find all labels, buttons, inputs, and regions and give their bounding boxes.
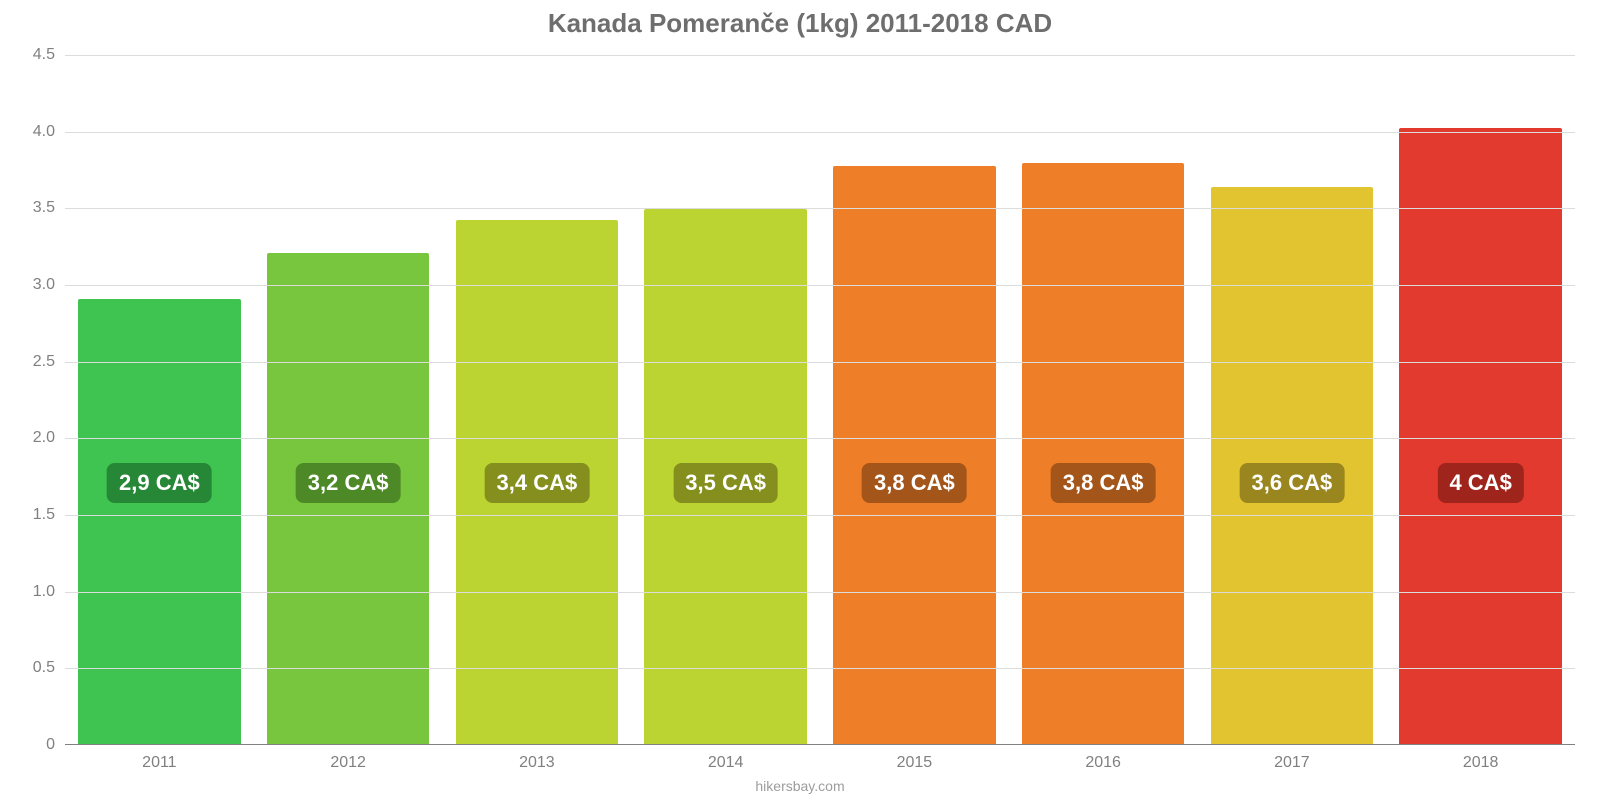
value-badge: 2,9 CA$ — [107, 463, 212, 503]
value-badge: 3,8 CA$ — [862, 463, 967, 503]
bar: 3,4 CA$ — [456, 220, 618, 744]
chart-title: Kanada Pomeranče (1kg) 2011-2018 CAD — [0, 8, 1600, 39]
value-badge: 3,5 CA$ — [673, 463, 778, 503]
bar-slot: 4 CA$2018 — [1386, 55, 1575, 744]
bar-slot: 3,8 CA$2016 — [1009, 55, 1198, 744]
y-tick-label: 2.0 — [33, 429, 65, 447]
y-tick-label: 1.5 — [33, 506, 65, 524]
gridline — [65, 515, 1575, 516]
y-tick-label: 4.0 — [33, 123, 65, 141]
x-tick-label: 2016 — [1085, 744, 1121, 772]
bar: 3,2 CA$ — [267, 253, 429, 744]
bar-slot: 3,8 CA$2015 — [820, 55, 1009, 744]
bar: 3,5 CA$ — [644, 209, 806, 744]
y-tick-label: 4.5 — [33, 46, 65, 64]
bar-slot: 2,9 CA$2011 — [65, 55, 254, 744]
x-tick-label: 2017 — [1274, 744, 1310, 772]
bar: 2,9 CA$ — [78, 299, 240, 744]
y-tick-label: 3.5 — [33, 199, 65, 217]
gridline — [65, 362, 1575, 363]
x-tick-label: 2013 — [519, 744, 555, 772]
bar: 3,8 CA$ — [833, 166, 995, 744]
y-tick-label: 2.5 — [33, 353, 65, 371]
bar-slot: 3,6 CA$2017 — [1198, 55, 1387, 744]
y-tick-label: 1.0 — [33, 583, 65, 601]
value-badge: 3,2 CA$ — [296, 463, 401, 503]
bar: 4 CA$ — [1399, 128, 1561, 744]
bar-slot: 3,4 CA$2013 — [443, 55, 632, 744]
x-tick-label: 2014 — [708, 744, 744, 772]
x-tick-label: 2018 — [1463, 744, 1499, 772]
bars-container: 2,9 CA$20113,2 CA$20123,4 CA$20133,5 CA$… — [65, 55, 1575, 744]
bar-slot: 3,5 CA$2014 — [631, 55, 820, 744]
value-badge: 4 CA$ — [1437, 463, 1523, 503]
gridline — [65, 438, 1575, 439]
bar-slot: 3,2 CA$2012 — [254, 55, 443, 744]
x-tick-label: 2011 — [142, 744, 176, 772]
price-chart: Kanada Pomeranče (1kg) 2011-2018 CAD 2,9… — [0, 0, 1600, 800]
gridline — [65, 285, 1575, 286]
gridline — [65, 55, 1575, 56]
gridline — [65, 668, 1575, 669]
source-label: hikersbay.com — [0, 778, 1600, 794]
bar: 3,8 CA$ — [1022, 163, 1184, 744]
gridline — [65, 592, 1575, 593]
x-tick-label: 2015 — [897, 744, 933, 772]
value-badge: 3,4 CA$ — [485, 463, 590, 503]
y-tick-label: 0.5 — [33, 659, 65, 677]
bar: 3,6 CA$ — [1211, 187, 1373, 744]
value-badge: 3,6 CA$ — [1240, 463, 1345, 503]
gridline — [65, 208, 1575, 209]
value-badge: 3,8 CA$ — [1051, 463, 1156, 503]
gridline — [65, 132, 1575, 133]
y-tick-label: 0 — [46, 736, 65, 754]
y-tick-label: 3.0 — [33, 276, 65, 294]
plot-area: 2,9 CA$20113,2 CA$20123,4 CA$20133,5 CA$… — [65, 55, 1575, 745]
x-tick-label: 2012 — [330, 744, 366, 772]
